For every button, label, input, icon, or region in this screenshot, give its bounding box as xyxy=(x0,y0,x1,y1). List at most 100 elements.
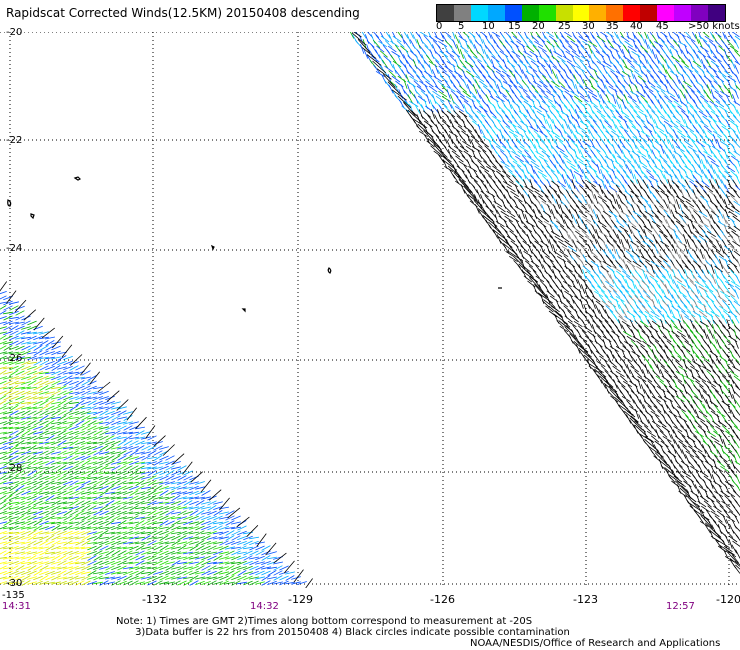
wind-vector xyxy=(75,445,85,451)
wind-vector xyxy=(582,115,591,123)
wind-vector xyxy=(513,224,519,234)
wind-vector xyxy=(147,470,157,476)
wind-vector xyxy=(21,401,31,405)
wind-vector xyxy=(87,555,97,561)
wind-vector xyxy=(153,470,163,476)
wind-vector xyxy=(553,51,563,57)
wind-vector xyxy=(650,424,658,434)
wind-vector xyxy=(3,491,13,495)
wind-vector xyxy=(682,144,690,154)
wind-vector xyxy=(45,566,55,570)
wind-vector xyxy=(660,440,669,448)
wind-vector xyxy=(117,541,127,545)
wind-vector xyxy=(15,330,25,336)
wind-vector xyxy=(503,194,509,204)
wind-vector xyxy=(607,314,615,324)
wind-vector xyxy=(0,550,7,555)
wind-vector xyxy=(597,99,602,109)
wind-vector xyxy=(692,189,697,199)
wind-vector xyxy=(442,120,451,128)
wind-vector xyxy=(491,32,500,37)
wind-vector xyxy=(69,536,79,540)
wind-vector xyxy=(27,470,37,476)
wind-vector xyxy=(673,189,680,199)
wind-vector xyxy=(111,440,121,446)
wind-vector xyxy=(558,229,565,239)
wind-vector xyxy=(536,60,546,68)
wind-vector xyxy=(528,265,537,273)
wind-vector xyxy=(141,451,151,455)
wind-vector xyxy=(566,114,571,124)
wind-vector xyxy=(57,440,67,446)
wind-vector xyxy=(39,531,49,535)
wind-vector xyxy=(93,495,103,501)
wind-vector xyxy=(538,259,544,269)
wind-vector xyxy=(689,430,698,438)
wind-vector xyxy=(105,435,115,441)
wind-vector xyxy=(538,220,547,228)
wind-vector xyxy=(0,351,7,354)
wind-vector xyxy=(614,374,621,384)
wind-vector xyxy=(548,74,556,84)
wind-vector xyxy=(390,54,397,64)
wind-vector xyxy=(615,49,621,59)
wind-vector xyxy=(598,259,604,269)
wind-vector xyxy=(584,249,591,259)
wind-vector xyxy=(653,129,662,139)
wind-vector xyxy=(655,125,665,133)
wind-vector xyxy=(21,545,31,551)
wind-vector xyxy=(237,556,247,560)
wind-vector xyxy=(600,379,607,389)
wind-vector xyxy=(586,294,594,304)
wind-vector xyxy=(578,249,585,259)
wind-vector xyxy=(618,129,625,139)
wind-vector xyxy=(474,79,481,89)
wind-vector xyxy=(533,130,542,138)
wind-vector xyxy=(609,109,617,119)
wind-vector xyxy=(517,89,524,99)
wind-vector xyxy=(623,44,630,54)
wind-vector xyxy=(682,84,688,94)
wind-vector xyxy=(735,274,740,284)
wind-vector xyxy=(648,90,657,98)
wind-vector xyxy=(587,279,595,289)
wind-vector xyxy=(81,575,91,581)
wind-vector xyxy=(501,134,509,144)
wind-vector xyxy=(533,105,542,113)
wind-vector xyxy=(694,194,702,204)
wind-vector xyxy=(673,275,683,283)
wind-vector xyxy=(644,99,652,109)
wind-vector xyxy=(135,471,145,475)
wind-vector xyxy=(684,365,693,373)
wind-vector xyxy=(421,75,430,83)
wind-vector xyxy=(438,90,448,98)
wind-vector xyxy=(39,396,49,400)
wind-vector xyxy=(123,561,133,565)
wind-vector xyxy=(63,560,73,566)
wind-vector xyxy=(87,391,97,395)
wind-vector xyxy=(733,164,740,174)
wind-vector xyxy=(525,35,533,43)
wind-vector xyxy=(549,235,557,243)
wind-vector xyxy=(496,234,502,244)
wind-vector xyxy=(643,125,653,133)
wind-vector xyxy=(267,556,277,560)
wind-vector xyxy=(595,229,600,239)
wind-vector xyxy=(147,561,157,565)
wind-vector xyxy=(679,139,687,149)
wind-vector xyxy=(425,54,433,64)
wind-vector xyxy=(375,49,381,59)
wind-vector xyxy=(627,285,636,293)
wind-vector xyxy=(3,315,13,321)
wind-vector xyxy=(243,580,253,586)
wind-vector xyxy=(595,114,603,124)
wind-vector xyxy=(195,510,205,516)
wind-vector xyxy=(666,390,675,398)
wind-vector xyxy=(237,575,247,581)
wind-vector xyxy=(668,385,678,393)
wind-vector xyxy=(717,135,726,143)
scale-swatch xyxy=(674,5,692,21)
wind-vector xyxy=(600,119,605,129)
wind-vector xyxy=(563,280,572,288)
wind-vector xyxy=(153,501,163,505)
